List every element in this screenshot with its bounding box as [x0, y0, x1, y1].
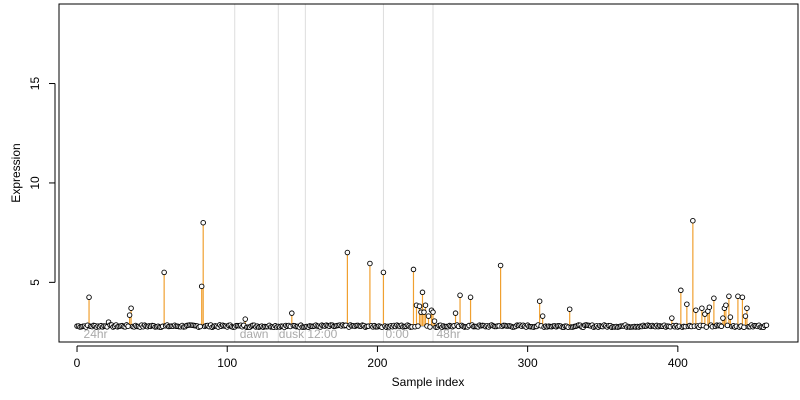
x-axis-title: Sample index [392, 375, 465, 389]
spike-point [421, 309, 427, 315]
data-point [718, 323, 725, 330]
spike-point [242, 316, 249, 322]
spike-point [161, 269, 167, 276]
spike-point [566, 306, 573, 312]
region-label: 0:00 [385, 327, 409, 341]
data-point [125, 323, 131, 329]
data-point [741, 324, 747, 331]
spike-point [367, 260, 373, 267]
spike-point [678, 287, 684, 294]
spike-point [410, 266, 417, 273]
spike-point [86, 294, 92, 301]
region-lines [234, 4, 434, 342]
y-tick-label: 10 [28, 176, 42, 190]
spike-point [690, 217, 696, 224]
spike-point [536, 298, 543, 304]
spike-point [422, 302, 429, 308]
spike-point [416, 303, 423, 309]
region-label: 48hr [437, 327, 461, 341]
spike-point [344, 249, 351, 256]
region-label-layer: 24hr dawn dusk 12:00 0:00 48hr [84, 327, 461, 341]
point-layer [74, 217, 770, 331]
spike-point [200, 219, 206, 226]
y-tick-label: 15 [28, 77, 42, 91]
spike-point [706, 304, 713, 310]
spike-point [723, 302, 729, 308]
spike-point [467, 294, 474, 301]
spike-point [711, 295, 717, 302]
x-tick-label: 300 [518, 356, 538, 370]
data-point [415, 323, 421, 329]
spike-point [497, 262, 504, 269]
region-label: 24hr [84, 327, 108, 341]
x-tick-label: 200 [367, 356, 387, 370]
spike-point [430, 309, 436, 315]
x-tick-label: 400 [668, 356, 688, 370]
region-label: dawn [240, 327, 269, 341]
spike-point [126, 312, 133, 318]
spike-point [720, 315, 726, 321]
spike-point [289, 310, 295, 316]
data-point [724, 322, 731, 329]
spike-point [693, 307, 699, 313]
spike-point [742, 313, 749, 319]
spike-point [684, 301, 690, 307]
region-label: dusk [279, 327, 305, 341]
spike-point [380, 269, 387, 276]
spike-point [539, 313, 546, 319]
spike-point [419, 289, 426, 296]
data-point [763, 322, 770, 328]
spike-point [452, 310, 459, 316]
plot-frame [58, 3, 799, 343]
spike-point [699, 305, 705, 311]
x-axis: 0 100 200 300 400 [74, 345, 688, 370]
spike-point [727, 314, 734, 320]
spike-point [457, 292, 463, 299]
spike-point [431, 318, 438, 324]
x-tick-label: 0 [74, 356, 81, 370]
spike-point [128, 305, 134, 311]
spike-point [739, 294, 746, 301]
x-tick-label: 100 [217, 356, 237, 370]
spike-point [726, 293, 732, 300]
spike-point [198, 283, 205, 290]
y-tick-label: 5 [28, 279, 42, 286]
y-axis-title: Expression [9, 143, 23, 202]
spike-point [735, 293, 741, 300]
spike-point [425, 313, 432, 319]
y-axis: 5 10 15 [28, 77, 56, 286]
region-label: 12:00 [307, 327, 337, 341]
data-point [703, 324, 710, 330]
data-point [427, 324, 433, 330]
spike-point [669, 315, 675, 321]
data-point [197, 323, 203, 330]
spike-point [744, 305, 750, 311]
